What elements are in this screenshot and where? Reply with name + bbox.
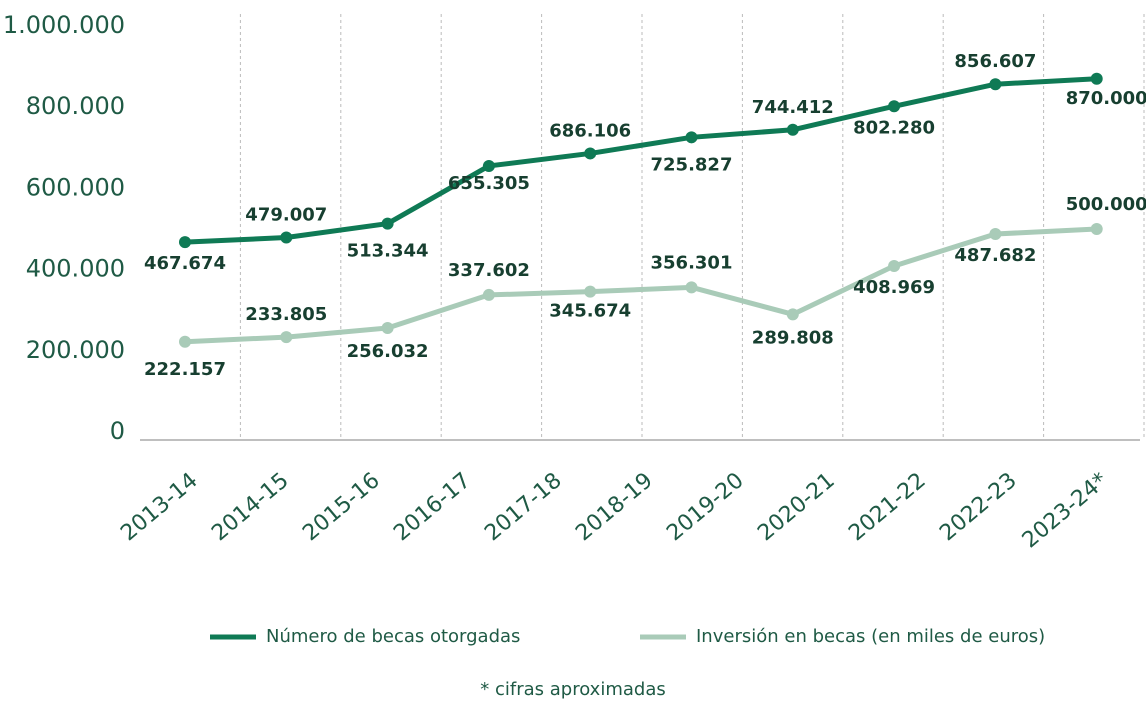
point: [280, 331, 293, 344]
point: [888, 100, 901, 113]
y-tick-label: 0: [110, 417, 125, 445]
point: [482, 159, 495, 172]
line: [184, 226, 1097, 345]
value-label: 725.827: [651, 154, 733, 175]
legend-label: Número de becas otorgadas: [266, 626, 520, 647]
value-label: 256.032: [347, 341, 429, 362]
x-tick-label: 2018-19: [571, 468, 657, 546]
point: [584, 147, 597, 160]
x-tick-label: 2020-21: [753, 468, 839, 546]
footnote: * cifras aproximadas: [480, 679, 665, 700]
point: [381, 217, 394, 230]
point: [179, 236, 191, 249]
y-tick-label: 400.000: [26, 255, 125, 283]
value-label: 289.808: [752, 327, 834, 348]
value-label: 408.969: [853, 277, 935, 298]
point: [381, 322, 394, 335]
value-label: 479.007: [245, 205, 327, 226]
legend-label: Inversión en becas (en miles de euros): [696, 626, 1045, 647]
value-label: 233.805: [245, 304, 327, 325]
value-label: 500.000: [1066, 194, 1146, 215]
point: [786, 308, 799, 321]
x-tick-label: 2015-16: [298, 468, 384, 546]
x-tick-label: 2023-24*: [1018, 468, 1113, 553]
x-tick-label: 2014-15: [207, 468, 293, 546]
value-label: 487.682: [954, 245, 1036, 266]
point: [482, 288, 495, 301]
point: [1090, 72, 1103, 85]
point: [179, 335, 191, 348]
line: [184, 76, 1097, 245]
value-label: 686.106: [549, 120, 631, 141]
value-label: 744.412: [752, 97, 834, 118]
point: [989, 228, 1002, 241]
x-tick-label: 2017-18: [480, 468, 566, 546]
value-label: 513.344: [347, 241, 429, 262]
point: [1090, 223, 1103, 235]
x-tick-label: 2013-14: [116, 468, 202, 546]
y-tick-label: 600.000: [26, 173, 125, 201]
point: [685, 131, 698, 144]
y-tick-label: 1.000.000: [3, 11, 125, 39]
x-tick-label: 2021-22: [844, 468, 930, 546]
y-tick-label: 200.000: [26, 336, 125, 364]
value-label: 802.280: [853, 117, 935, 138]
value-label: 467.674: [144, 253, 226, 274]
value-label: 856.607: [954, 51, 1036, 72]
x-tick-label: 2016-17: [389, 468, 475, 546]
point: [786, 123, 799, 136]
point: [685, 281, 698, 294]
value-label: 870.000: [1066, 88, 1146, 109]
point: [280, 231, 293, 244]
x-tick-label: 2019-20: [662, 468, 748, 546]
value-label: 337.602: [448, 260, 530, 281]
y-tick-label: 800.000: [26, 92, 125, 120]
value-label: 345.674: [549, 301, 631, 322]
value-label: 655.305: [448, 173, 530, 194]
point: [584, 285, 597, 298]
value-label: 356.301: [651, 252, 733, 273]
x-tick-label: 2022-23: [935, 468, 1021, 546]
point: [888, 259, 901, 272]
point: [989, 78, 1002, 91]
value-label: 222.157: [144, 359, 226, 380]
